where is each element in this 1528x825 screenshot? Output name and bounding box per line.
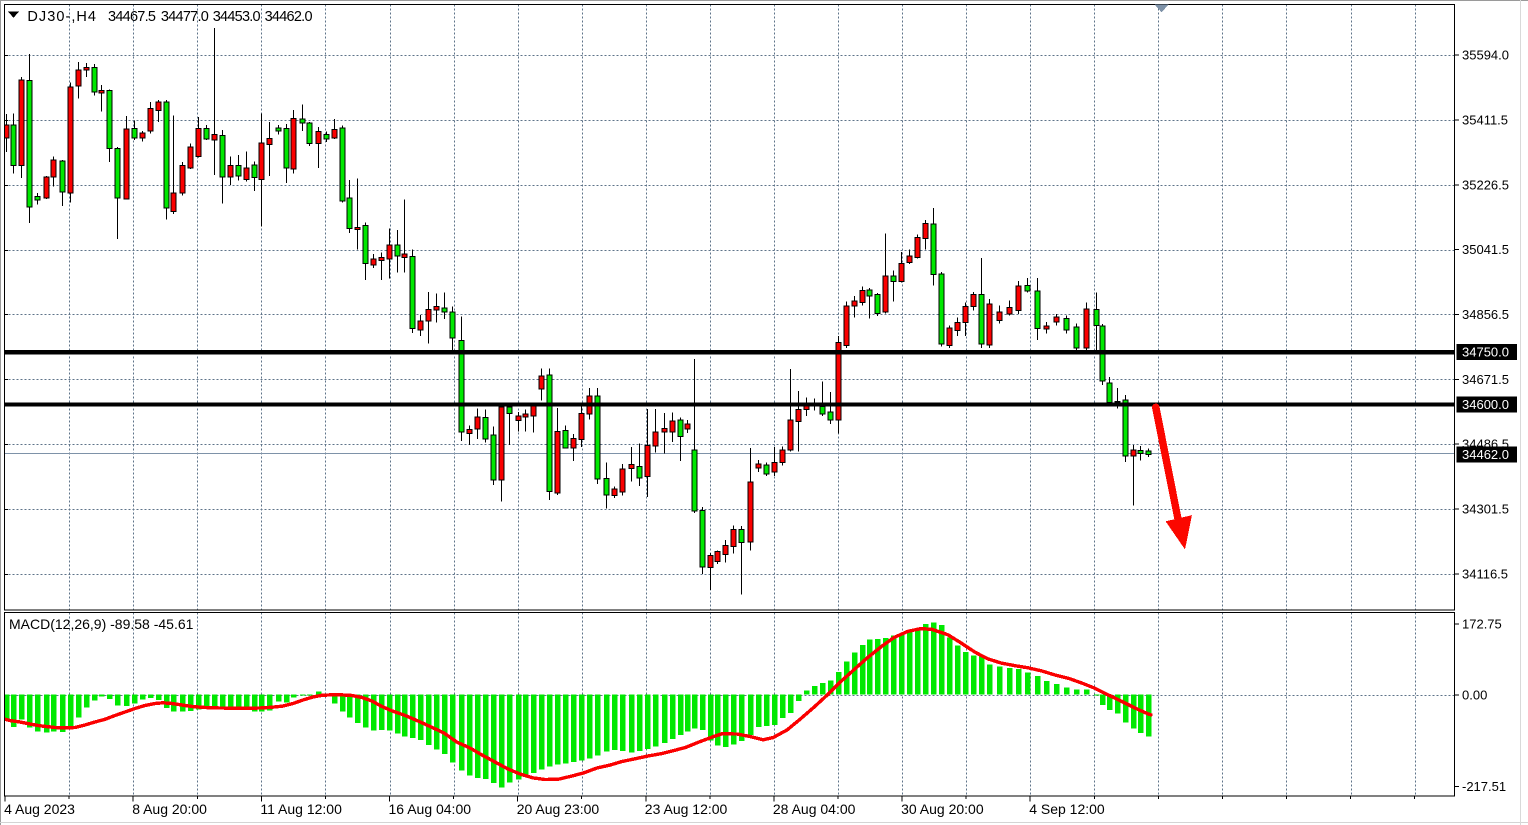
svg-text:11 Aug 12:00: 11 Aug 12:00 <box>260 801 342 817</box>
svg-text:34301.5: 34301.5 <box>1462 502 1509 517</box>
svg-text:35594.0: 35594.0 <box>1462 48 1509 63</box>
svg-text:35411.5: 35411.5 <box>1462 113 1508 128</box>
svg-text:DJ30-,H4: DJ30-,H4 <box>27 9 97 25</box>
svg-text:172.75: 172.75 <box>1462 617 1502 632</box>
svg-text:34453.0: 34453.0 <box>213 9 261 25</box>
svg-text:28 Aug 04:00: 28 Aug 04:00 <box>773 801 856 817</box>
svg-text:34462.0: 34462.0 <box>1462 447 1509 462</box>
svg-text:34856.5: 34856.5 <box>1462 307 1509 322</box>
svg-text:34116.5: 34116.5 <box>1462 566 1508 581</box>
svg-text:23 Aug 12:00: 23 Aug 12:00 <box>645 801 728 817</box>
svg-text:16 Aug 04:00: 16 Aug 04:00 <box>389 801 472 817</box>
svg-text:35226.5: 35226.5 <box>1462 177 1509 192</box>
svg-text:34671.5: 34671.5 <box>1462 372 1509 387</box>
svg-text:8 Aug 20:00: 8 Aug 20:00 <box>132 801 207 817</box>
svg-text:0.00: 0.00 <box>1462 688 1487 703</box>
svg-text:34462.0: 34462.0 <box>265 9 313 25</box>
svg-text:MACD(12,26,9) -89.58 -45.61: MACD(12,26,9) -89.58 -45.61 <box>9 616 194 632</box>
svg-text:34467.5: 34467.5 <box>108 9 156 25</box>
svg-text:4 Aug 2023: 4 Aug 2023 <box>4 801 75 817</box>
svg-text:30 Aug 20:00: 30 Aug 20:00 <box>901 801 984 817</box>
svg-text:34477.0: 34477.0 <box>161 9 209 25</box>
svg-text:34600.0: 34600.0 <box>1462 397 1509 412</box>
svg-text:-217.51: -217.51 <box>1462 779 1506 794</box>
svg-text:20 Aug 23:00: 20 Aug 23:00 <box>517 801 600 817</box>
svg-text:4 Sep 12:00: 4 Sep 12:00 <box>1029 801 1105 817</box>
svg-text:34750.0: 34750.0 <box>1462 345 1509 360</box>
svg-text:35041.5: 35041.5 <box>1462 242 1509 257</box>
